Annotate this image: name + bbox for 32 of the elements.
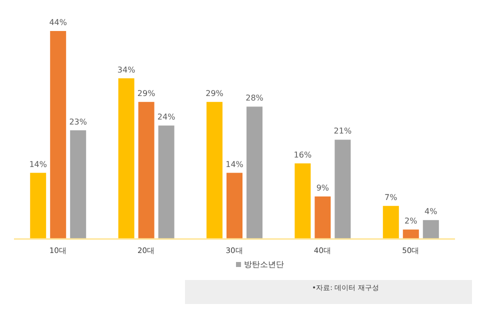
bar — [246, 106, 262, 239]
bar — [158, 126, 174, 239]
bar — [50, 31, 66, 239]
data-label: 7% — [384, 192, 398, 202]
bar — [294, 163, 311, 239]
bar — [402, 230, 419, 239]
data-label: 2% — [404, 216, 418, 226]
bar — [422, 220, 439, 239]
data-label: 34% — [117, 65, 136, 74]
data-label: 44% — [49, 18, 68, 27]
data-label: 29% — [206, 88, 224, 98]
data-label: 16% — [294, 150, 312, 160]
bar — [382, 206, 399, 239]
data-label: 29% — [137, 88, 156, 98]
bar — [30, 172, 46, 239]
data-label: 4% — [424, 207, 438, 216]
bar — [70, 130, 86, 239]
legend: 방탄소년단 — [236, 260, 284, 269]
bar — [118, 78, 134, 239]
data-label: 28% — [246, 94, 264, 103]
data-label: 9% — [316, 183, 330, 192]
legend-label: 방탄소년단 — [244, 260, 284, 269]
bar — [138, 102, 154, 239]
data-label: 23% — [69, 117, 88, 126]
data-label: 21% — [334, 126, 352, 136]
bar — [334, 140, 351, 239]
bar — [314, 196, 331, 239]
bar — [206, 102, 222, 239]
data-label: 14% — [226, 160, 244, 169]
bar — [226, 172, 242, 239]
data-label: 24% — [157, 112, 176, 122]
data-label: 14% — [29, 160, 48, 169]
